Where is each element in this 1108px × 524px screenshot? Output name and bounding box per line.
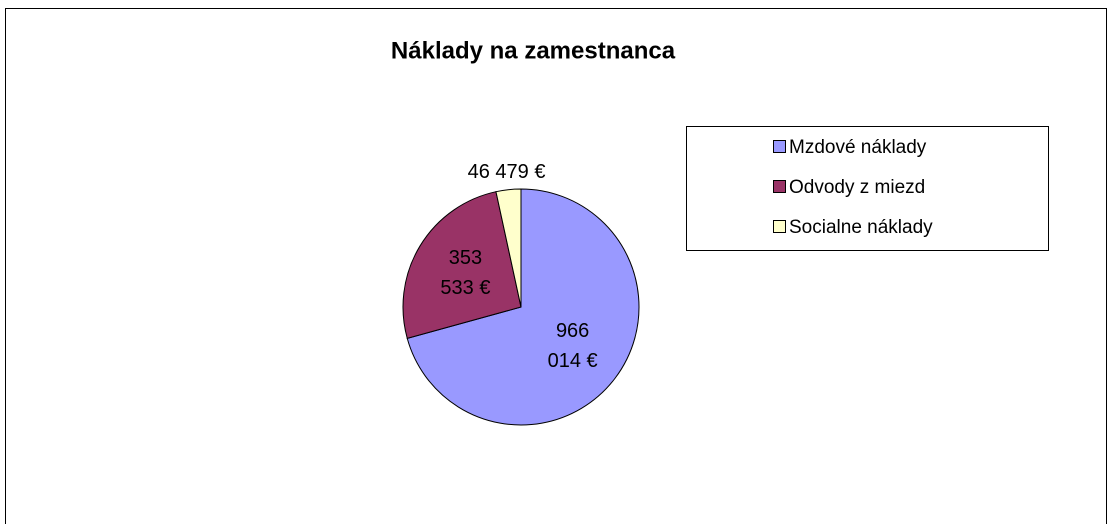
- legend-label: Mzdové náklady: [789, 137, 927, 158]
- legend-label: Odvody z miezd: [789, 177, 925, 198]
- legend-label: Socialne náklady: [789, 217, 933, 238]
- pie-slice: [402, 191, 522, 339]
- legend-swatch: [773, 180, 786, 193]
- data-label: 966 014 €: [547, 320, 598, 373]
- legend: [686, 126, 1049, 251]
- chart-border: [5, 8, 1107, 524]
- legend-swatch: [773, 140, 786, 153]
- pie-slice: [406, 188, 640, 426]
- pie-slice: [495, 188, 522, 308]
- chart-title: Náklady na zamestnanca: [391, 37, 676, 64]
- data-label: 353 533 €: [440, 247, 491, 300]
- legend-swatch: [773, 220, 786, 233]
- data-label: 46 479 €: [467, 161, 546, 184]
